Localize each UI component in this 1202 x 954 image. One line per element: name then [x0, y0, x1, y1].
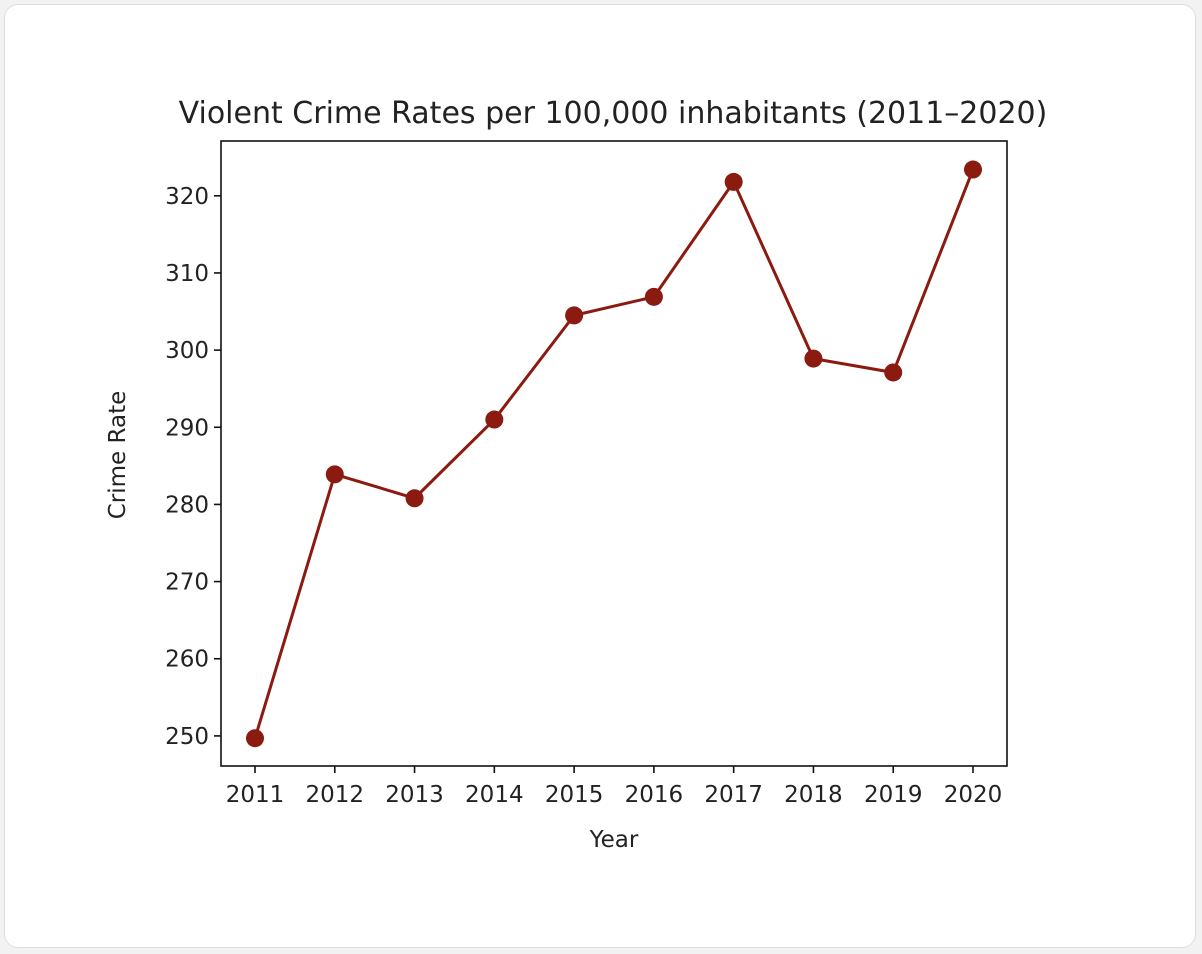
y-tick-label: 270	[165, 570, 209, 596]
x-axis-label: Year	[589, 827, 639, 853]
x-tick-label: 2014	[465, 782, 524, 808]
data-point	[724, 172, 743, 191]
y-tick-label: 320	[165, 184, 209, 210]
x-tick-label: 2011	[226, 782, 285, 808]
data-point	[485, 410, 504, 429]
data-point	[884, 363, 903, 382]
data-point	[804, 349, 823, 368]
y-axis: 250 260 270 280 290 300 310 320	[165, 184, 221, 750]
y-tick-label: 280	[165, 492, 209, 518]
x-axis: 2011 2012 2013 2014 2015 2016 2017 2018 2019 2020	[226, 766, 1003, 808]
data-point	[325, 465, 344, 484]
x-tick-label: 2016	[625, 782, 684, 808]
x-tick-label: 2015	[545, 782, 604, 808]
x-tick-label: 2020	[944, 782, 1003, 808]
plot-frame	[220, 140, 1008, 767]
y-tick-label: 310	[165, 261, 209, 287]
y-tick-label: 300	[165, 338, 209, 364]
chart-title: Violent Crime Rates per 100,000 inhabita…	[179, 96, 1048, 131]
y-tick-label: 250	[165, 724, 209, 750]
y-axis-label: Crime Rate	[105, 391, 131, 520]
data-point	[964, 160, 982, 179]
x-tick-label: 2019	[864, 782, 923, 808]
series-line	[253, 169, 975, 739]
data-point	[246, 729, 264, 748]
data-point	[565, 306, 584, 325]
y-tick-label: 290	[165, 415, 209, 441]
data-points	[246, 160, 982, 748]
x-tick-label: 2018	[784, 782, 843, 808]
data-point	[405, 489, 424, 508]
line-chart: Violent Crime Rates per 100,000 inhabita…	[105, 96, 1048, 853]
x-tick-label: 2012	[306, 782, 365, 808]
x-tick-label: 2017	[704, 782, 763, 808]
chart-card: Violent Crime Rates per 100,000 inhabita…	[4, 4, 1196, 948]
x-tick-label: 2013	[385, 782, 444, 808]
y-tick-label: 260	[165, 647, 209, 673]
data-point	[644, 287, 663, 306]
